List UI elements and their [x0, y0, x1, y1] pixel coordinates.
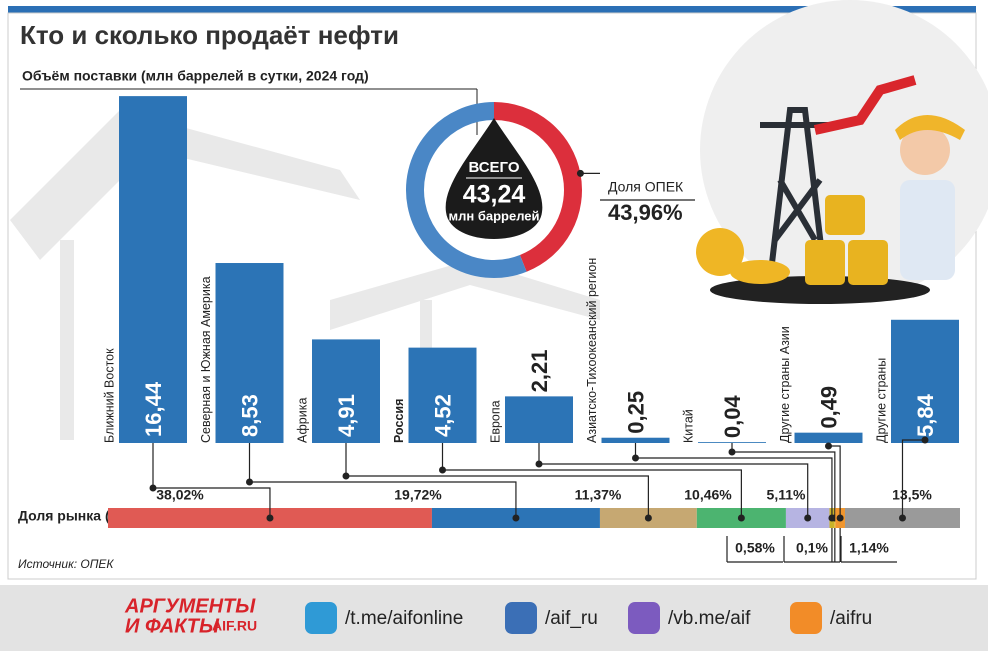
connector: [152, 443, 271, 518]
connector-dot: [804, 514, 812, 522]
share-label: 0,58%: [735, 540, 775, 556]
connector: [345, 443, 649, 518]
connector-dot: [266, 514, 274, 522]
connector: [538, 443, 809, 518]
bar-chart-title: Объём поставки (млн баррелей в сутки, 20…: [22, 68, 369, 84]
connector-dot: [342, 472, 350, 480]
connector-dot: [921, 436, 929, 444]
title: Кто и сколько продаёт нефти: [20, 20, 399, 50]
logo: АРГУМЕНТЫ: [124, 595, 256, 617]
decor-man: [895, 115, 965, 280]
share-label: 5,11%: [767, 487, 806, 503]
top-stripe: [8, 6, 976, 13]
category-label: Ближний Восток: [102, 348, 116, 443]
segment-label: Доля ОПЕК: [608, 179, 684, 195]
donut-segment: [493, 102, 582, 272]
connector-dot: [728, 448, 736, 456]
total-unit: млн баррелей: [448, 208, 539, 223]
total-label: ВСЕГО: [468, 159, 519, 176]
bar: [215, 263, 284, 443]
connector-dot: [898, 514, 906, 522]
value-label: 8,53: [237, 394, 262, 437]
connector: [731, 443, 836, 518]
footer-bg: [0, 585, 988, 651]
social-link: /vb.me/aif: [668, 608, 751, 629]
share-label: 0,1%: [796, 540, 828, 556]
connector-dot: [836, 514, 844, 522]
share-label: 11,37%: [575, 487, 622, 503]
value-label: 2,21: [527, 350, 552, 393]
bar: [505, 396, 573, 443]
logo: И ФАКТЫ: [125, 615, 220, 637]
category-label: Африка: [295, 398, 309, 443]
value-label: 5,84: [913, 393, 938, 437]
label-box: [783, 528, 840, 563]
source: Источник: ОПЕК: [18, 557, 114, 571]
social-icon: [305, 602, 337, 634]
share-label: 10,46%: [684, 487, 732, 503]
category-label: Другие страны Азии: [778, 326, 792, 443]
connector-dot: [439, 466, 446, 474]
label-box: [726, 528, 833, 563]
bar: [312, 339, 380, 443]
donut-segment: [406, 102, 527, 278]
value-label: 0,25: [623, 391, 648, 434]
decor-arrow: [813, 75, 917, 135]
value-label: 16,44: [141, 381, 166, 437]
share-label: 13,5%: [892, 487, 932, 503]
label-line: [580, 172, 695, 201]
connector-dot: [825, 442, 832, 450]
category-label: Другие страны: [874, 358, 888, 443]
social-icon: [628, 602, 660, 634]
segment-value: 43,96%: [608, 200, 683, 225]
bar: [601, 437, 670, 443]
label-box: [839, 528, 897, 563]
share-label: 1,14%: [849, 540, 889, 556]
footer: АРГУМЕНТЫ И ФАКТЫ AIF.RU /t.me/aifonline…: [0, 585, 988, 651]
category-label: Россия: [392, 399, 406, 443]
connector: [441, 443, 742, 518]
social-icon: [505, 602, 537, 634]
total-value: 43,24: [463, 181, 526, 209]
share-label: 38,02%: [156, 487, 204, 503]
connector-dot: [512, 514, 520, 522]
connector: [248, 443, 517, 518]
category-label: Азиатско-Тихоокеанский регион: [585, 258, 599, 443]
connector-dot: [644, 514, 652, 522]
bar: [119, 96, 187, 443]
value-label: 4,52: [430, 394, 455, 437]
social-icon: [790, 602, 822, 634]
logo-site: AIF.RU: [212, 618, 257, 634]
connector-dot: [737, 514, 745, 522]
value-label: 0,49: [816, 386, 841, 429]
category-label: Китай: [681, 409, 695, 443]
connector-dot: [535, 460, 543, 468]
value-label: 0,04: [720, 395, 745, 439]
social-link: /t.me/aifonline: [345, 608, 463, 629]
category-label: Европа: [488, 400, 502, 443]
bar: [698, 442, 766, 443]
bar: [794, 432, 863, 443]
category-label: Северная и Южная Америка: [199, 276, 213, 443]
bar: [891, 319, 959, 443]
connector-dot: [632, 454, 639, 462]
connector-dot: [149, 484, 157, 492]
value-label: 4,91: [334, 394, 359, 437]
social-link: /aif_ru: [545, 608, 598, 629]
decor-barrels: [696, 195, 930, 304]
social-link: /aifru: [830, 608, 872, 629]
connector-dot: [246, 478, 253, 486]
connector: [634, 443, 833, 518]
share-label: 19,72%: [394, 487, 442, 503]
bar: [408, 347, 477, 443]
